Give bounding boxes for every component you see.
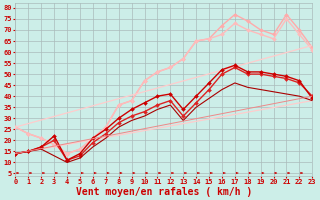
X-axis label: Vent moyen/en rafales ( km/h ): Vent moyen/en rafales ( km/h ) [76, 187, 252, 197]
